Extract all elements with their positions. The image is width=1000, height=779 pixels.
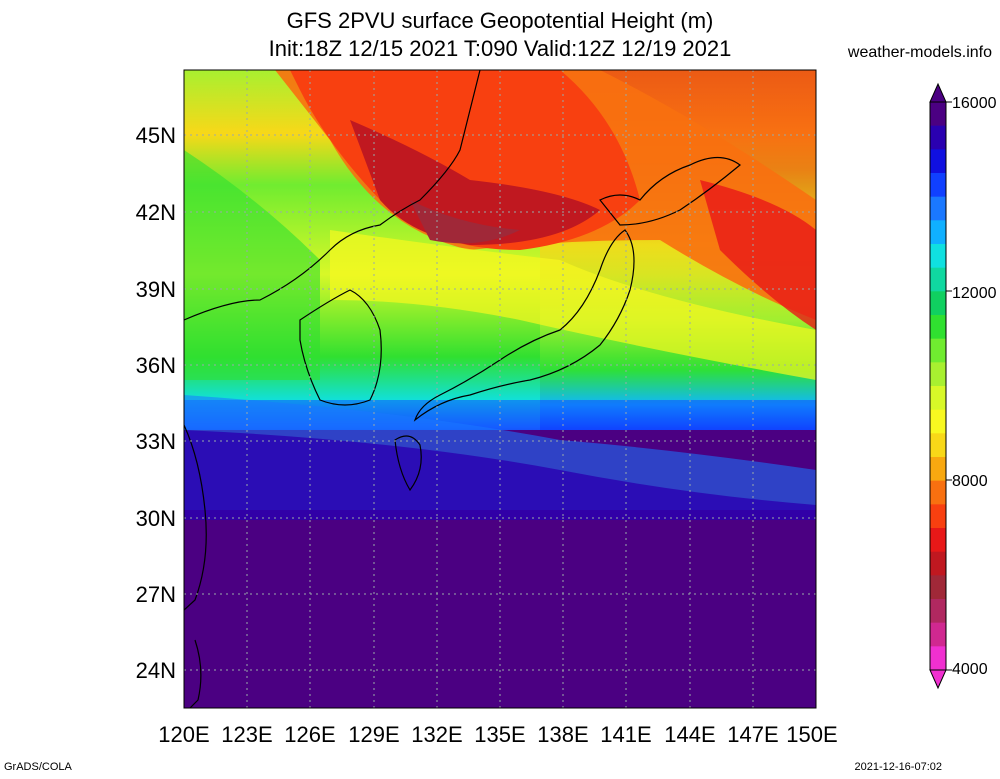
lon-label: 138E	[537, 722, 588, 747]
colorbar-segment	[930, 386, 946, 411]
lat-label: 42N	[136, 200, 176, 225]
colorbar-segment	[930, 102, 946, 127]
lon-label: 141E	[600, 722, 651, 747]
lon-label: 129E	[348, 722, 399, 747]
colorbar	[929, 101, 947, 671]
colorbar-segment	[930, 622, 946, 647]
title-line-1: GFS 2PVU surface Geopotential Height (m)	[286, 8, 714, 33]
lon-label: 132E	[411, 722, 462, 747]
colorbar-label: 4000	[952, 661, 988, 678]
footer-left: GrADS/COLA	[4, 761, 72, 773]
site-label: weather-models.info	[847, 44, 992, 61]
colorbar-segment	[930, 220, 946, 245]
geopotential-field	[184, 70, 816, 708]
colorbar-segment	[930, 433, 946, 458]
colorbar-segment	[930, 173, 946, 198]
colorbar-segment	[930, 267, 946, 292]
colorbar-label: 8000	[952, 473, 988, 490]
colorbar-max-arrow	[929, 82, 947, 103]
title-line-2: Init:18Z 12/15 2021 T:090 Valid:12Z 12/1…	[268, 36, 732, 61]
colorbar-segment	[930, 409, 946, 434]
colorbar-segment	[930, 551, 946, 576]
plot-frame	[183, 69, 817, 709]
lon-label: 144E	[664, 722, 715, 747]
lat-label: 45N	[136, 123, 176, 148]
colorbar-segment	[930, 528, 946, 553]
colorbar-segment	[930, 291, 946, 316]
colorbar-label: 12000	[952, 285, 997, 302]
lat-label: 36N	[136, 353, 176, 378]
lat-label: 39N	[136, 277, 176, 302]
lon-label: 135E	[474, 722, 525, 747]
lat-label: 24N	[136, 658, 176, 683]
colorbar-segment	[930, 646, 946, 671]
lat-label: 27N	[136, 582, 176, 607]
coastlines	[184, 70, 741, 708]
colorbar-segment	[930, 575, 946, 600]
colorbar-segment	[930, 196, 946, 221]
lat-label: 30N	[136, 506, 176, 531]
colorbar-segment	[930, 125, 946, 150]
lon-label: 150E	[786, 722, 837, 747]
colorbar-min-arrow	[929, 669, 947, 690]
lat-label: 33N	[136, 429, 176, 454]
lon-label: 147E	[727, 722, 778, 747]
colorbar-segment	[930, 315, 946, 340]
colorbar-segment	[930, 599, 946, 624]
graticule	[184, 70, 816, 708]
colorbar-segment	[930, 149, 946, 174]
colorbar-segment	[930, 244, 946, 269]
colorbar-segment	[930, 504, 946, 529]
colorbar-segment	[930, 362, 946, 387]
footer-right: 2021-12-16-07:02	[854, 761, 942, 773]
colorbar-segment	[930, 338, 946, 363]
lon-label: 126E	[284, 722, 335, 747]
colorbar-segment	[930, 457, 946, 482]
lon-label: 120E	[158, 722, 209, 747]
lon-label: 123E	[221, 722, 272, 747]
colorbar-label: 16000	[952, 95, 997, 112]
colorbar-segment	[930, 480, 946, 505]
